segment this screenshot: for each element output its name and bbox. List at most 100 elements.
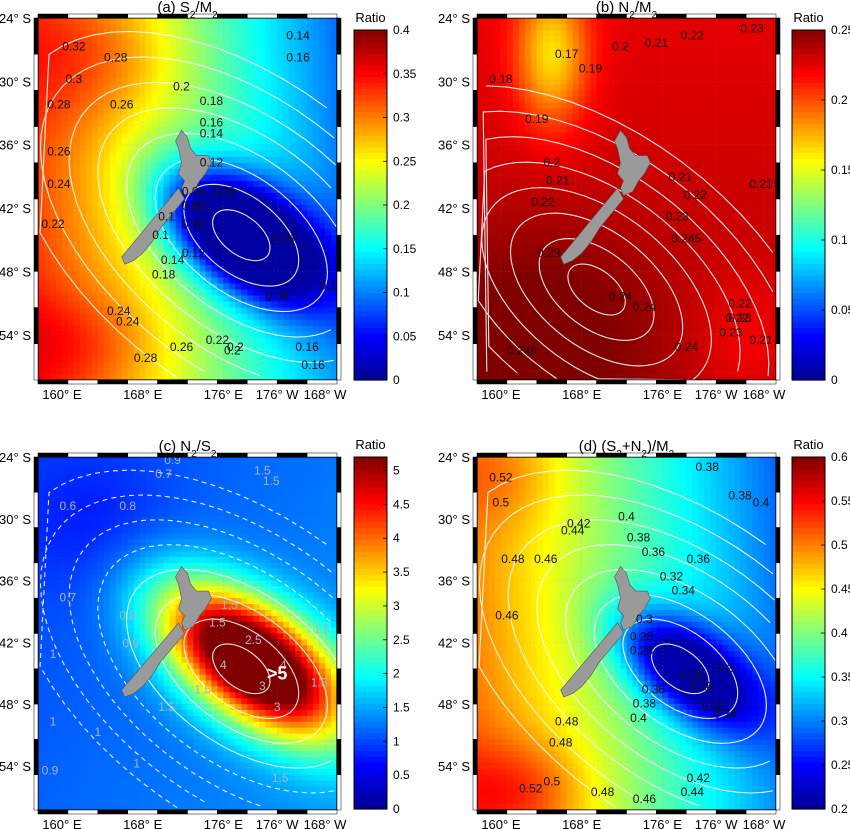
colorbar-step [792, 644, 825, 652]
colorbar-step [354, 750, 387, 757]
colorbar-step [792, 374, 825, 381]
frame-tick [97, 13, 128, 19]
frame-tick [157, 809, 188, 815]
colorbar-tick-label: 0.35 [831, 670, 850, 684]
frame-tick [472, 53, 478, 91]
contour-label: 0.28 [47, 98, 71, 112]
frame-tick [127, 13, 158, 19]
frame-tick [472, 307, 478, 345]
frame-tick [656, 379, 687, 385]
lon-tick-label: 168° E [562, 817, 602, 829]
contour-label: 0.26 [681, 668, 705, 682]
colorbar-step [354, 76, 387, 84]
frame-tick [596, 379, 627, 385]
contour-label: 0.34 [672, 584, 696, 598]
colorbar-step [792, 591, 825, 599]
frame-tick [745, 379, 777, 385]
colorbar-step [354, 650, 387, 658]
contour-label: 0.14 [200, 127, 224, 141]
colorbar-step [354, 644, 387, 652]
frame-tick [33, 668, 39, 705]
contour-label: 0.21 [546, 174, 570, 188]
lon-tick-label: 176° E [643, 817, 683, 829]
frame-tick [536, 379, 567, 385]
north-island [614, 565, 651, 631]
colorbar: Ratio 0.2 0.25 0.3 0.35 0.4 0.45 0.5 0.55 0.6 [791, 437, 850, 816]
contour-label: 0.22 [728, 297, 752, 311]
colorbar-step [354, 773, 387, 781]
contour-label: 0.245 [671, 231, 701, 245]
lat-tick-label: 54° S [0, 759, 31, 774]
colorbar-step [792, 41, 825, 49]
frame-tick [187, 379, 218, 385]
colorbar-step [354, 521, 387, 528]
frame-tick [686, 13, 717, 19]
colorbar-step [354, 187, 387, 194]
frame-tick [336, 456, 342, 493]
contour-label: 0.16 [301, 358, 325, 372]
frame-tick [33, 527, 39, 564]
contour-label: 0.52 [519, 781, 543, 795]
callout-label: >5 [267, 663, 288, 683]
frame-tick [306, 13, 338, 19]
contour-label: 0.28 [630, 630, 654, 644]
contour-label: 0.36 [642, 683, 666, 697]
colorbar-step [792, 586, 825, 593]
colorbar-step [354, 339, 387, 346]
contour-labels: 0.180.170.190.2 0.210.220.230.190.20.210.… [489, 22, 773, 358]
contour-label: 0.1 [320, 279, 337, 293]
frame-tick [472, 703, 478, 740]
frame-tick [536, 452, 567, 458]
colorbar-step [792, 756, 825, 763]
frame-tick [33, 17, 39, 55]
north-island [175, 565, 212, 631]
colorbar-step [792, 263, 825, 270]
colorbar-tick-label: 0.25 [831, 23, 850, 37]
colorbar-step [792, 210, 825, 218]
contour-labels: 0.60.70.80.9111.51.51.51.51.51.5110.90.8… [42, 453, 331, 785]
frame-tick [656, 13, 687, 19]
colorbar-step [354, 222, 387, 229]
contour-label: 0.26 [170, 340, 194, 354]
frame-tick [476, 379, 508, 385]
colorbar-step [354, 216, 387, 224]
frame-tick [745, 809, 777, 815]
contour-label: 4 [280, 658, 287, 672]
frame-tick [67, 13, 99, 19]
colorbar-step [792, 503, 825, 511]
colorbar-step [354, 304, 387, 311]
colorbar-step [354, 82, 387, 89]
frame-tick [336, 492, 342, 528]
colorbar-step [792, 662, 825, 669]
colorbar-step [792, 286, 825, 294]
colorbar-step [792, 350, 825, 358]
colorbar-step [792, 568, 825, 575]
contour-label: 1.5 [254, 464, 271, 478]
colorbar-step [792, 117, 825, 124]
colorbar-step [354, 286, 387, 294]
colorbar-step [354, 292, 387, 299]
frame-tick [745, 452, 777, 458]
frame-tick [775, 633, 781, 670]
frame-tick [33, 162, 39, 200]
contour-label: 1.5 [158, 700, 175, 714]
colorbar-step [792, 638, 825, 646]
panel-a: 0.320.30.280.280.260.260.240.240.22 0.220… [0, 0, 417, 402]
frame-tick [276, 379, 308, 385]
frame-tick [506, 13, 538, 19]
contour-label: 0.2 [227, 340, 244, 354]
colorbar-step [354, 152, 387, 159]
colorbar-tick-label: 0.5 [831, 538, 848, 552]
contour-label: 0.06 [182, 199, 206, 213]
colorbar-step [792, 515, 825, 523]
frame-tick [745, 13, 777, 19]
grid [38, 456, 337, 810]
lat-tick-label: 36° S [0, 138, 31, 153]
contour-label: 1.5 [209, 615, 226, 629]
colorbar-step [792, 35, 825, 43]
lat-tick-label: 42° S [0, 201, 31, 216]
colorbar-tick-label: 0.6 [831, 450, 848, 464]
colorbar-step [792, 697, 825, 704]
frame-tick [472, 234, 478, 272]
frame-tick [566, 809, 597, 815]
